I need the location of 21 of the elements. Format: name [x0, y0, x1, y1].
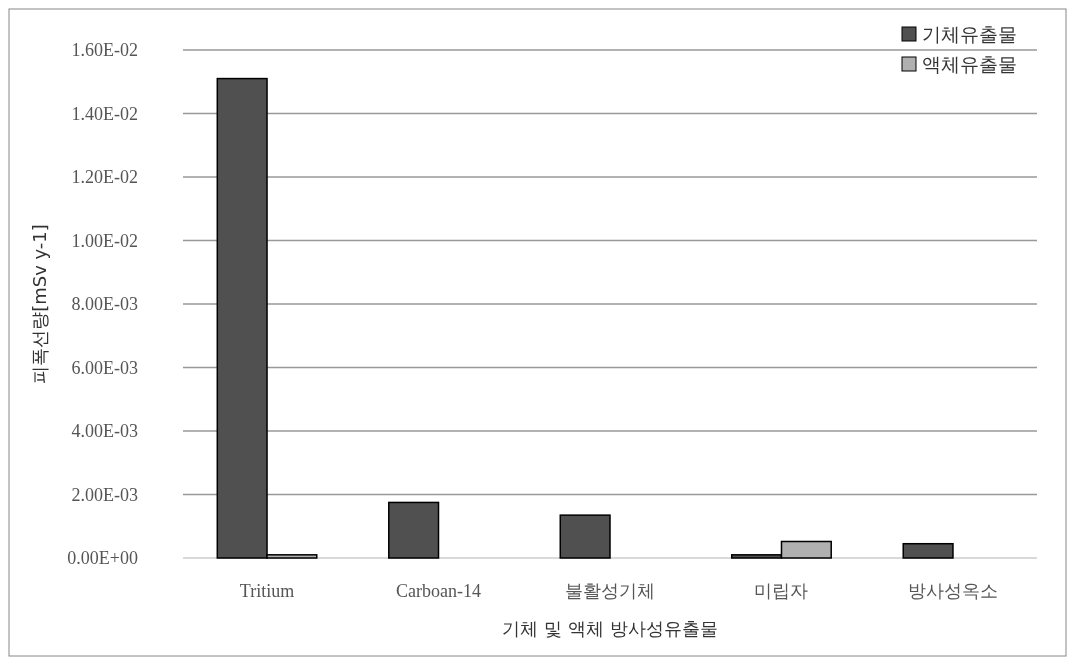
y-tick-label: 4.00E-03 — [71, 421, 138, 442]
bar — [559, 514, 611, 559]
x-tick-label: 불활성기체 — [565, 580, 655, 601]
y-tick-label: 0.00E+00 — [67, 548, 138, 569]
y-tick-label: 2.00E-03 — [71, 484, 138, 505]
y-tick-label: 6.00E-03 — [71, 357, 138, 378]
x-axis-title: 기체 및 액체 방사성유출물 — [502, 618, 718, 639]
bar — [388, 501, 440, 559]
y-axis-title: 피폭선량[mSv y-1] — [29, 224, 50, 384]
y-tick-label: 1.40E-02 — [71, 103, 138, 124]
y-tick-label: 8.00E-03 — [71, 294, 138, 315]
legend-label: 액체유출물 — [922, 52, 1017, 75]
y-tick-label: 1.60E-02 — [71, 40, 138, 61]
y-tick-label: 1.00E-02 — [71, 230, 138, 251]
x-tick-label: 미립자 — [754, 580, 809, 601]
bar — [902, 542, 954, 559]
legend-label: 기체유출물 — [922, 22, 1017, 45]
y-tick-label: 1.20E-02 — [71, 167, 138, 188]
x-tick-label: Tritium — [239, 581, 295, 601]
x-tick-label: Carboan-14 — [396, 581, 482, 601]
x-tick-label: 방사성옥소 — [907, 580, 998, 601]
